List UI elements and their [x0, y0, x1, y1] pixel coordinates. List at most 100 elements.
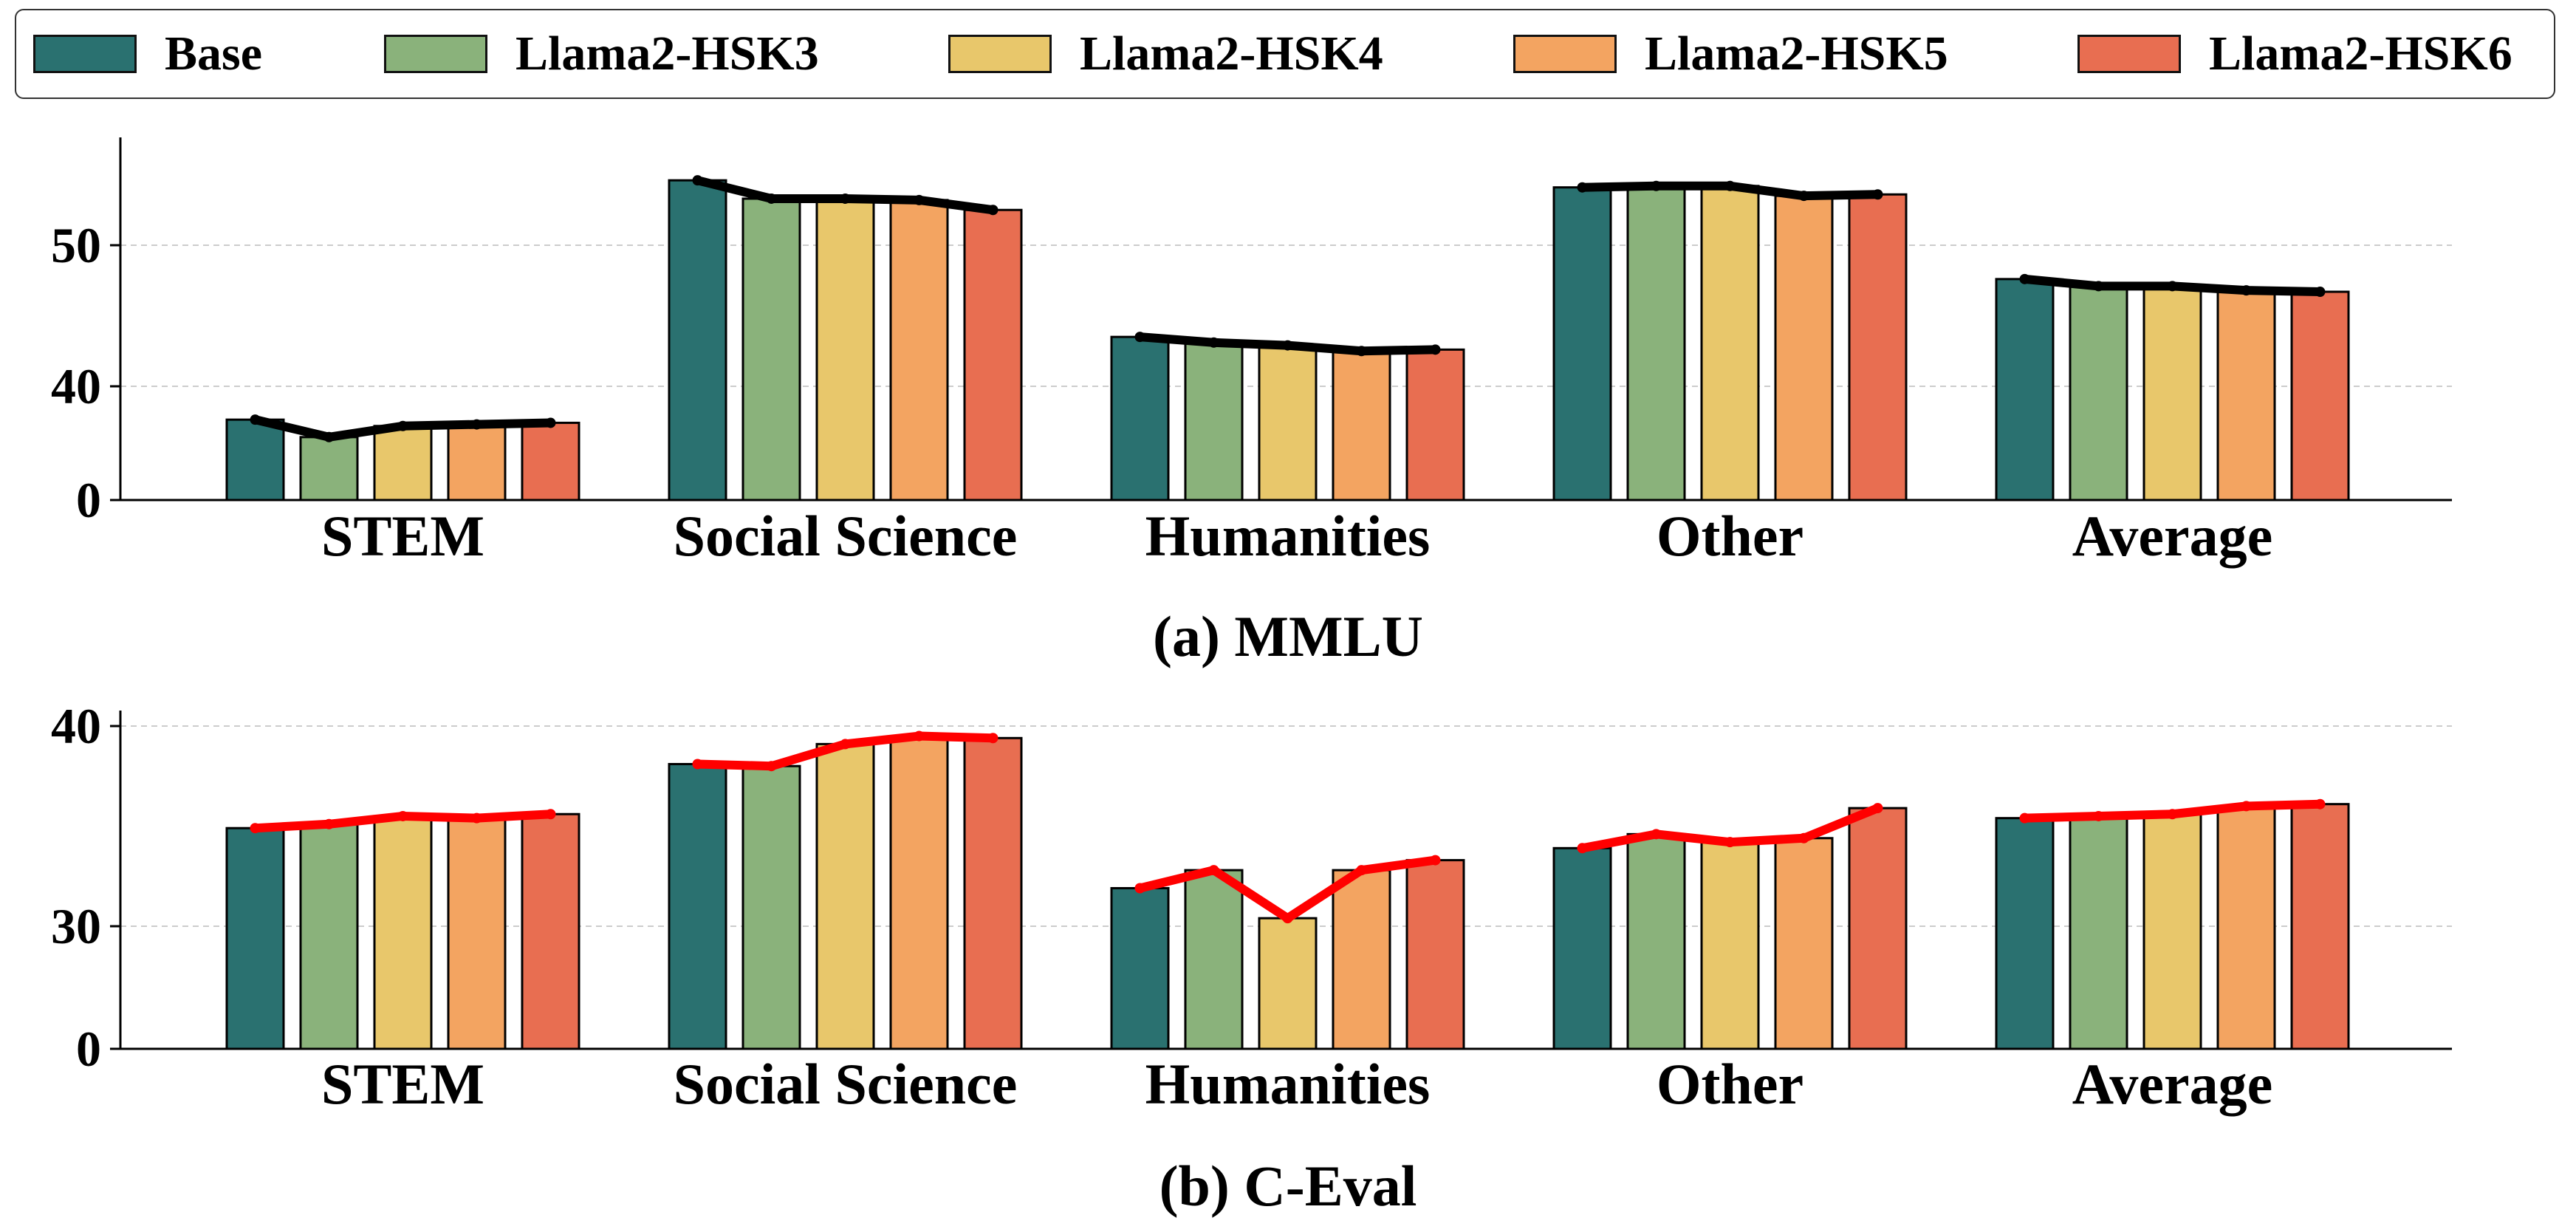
panel-1-point-average-llama2-hsk4 [2167, 281, 2178, 292]
panel-1-point-other-base [1577, 182, 1588, 193]
panel-2-point-humanities-llama2-hsk5 [1356, 865, 1367, 876]
legend-swatch-llama2-hsk6 [2077, 35, 2181, 73]
panel-1-point-other-llama2-hsk6 [1872, 189, 1883, 200]
panel-2-bar-average-llama2-hsk4 [2142, 812, 2202, 1050]
panel-2-bar-social-science-llama2-hsk5 [889, 735, 949, 1050]
legend-swatch-llama2-hsk3 [384, 35, 487, 73]
panel-2-point-stem-base [250, 823, 261, 834]
panel-2-point-humanities-base [1134, 883, 1145, 894]
panel-2-category-label-humanities: Humanities [1145, 1052, 1431, 1116]
panel-1-category-label-average: Average [2072, 504, 2272, 568]
legend-label-llama2-hsk5: Llama2-HSK5 [1645, 27, 1948, 81]
panel-1-bar-social-science-llama2-hsk6 [963, 208, 1023, 502]
legend-label-llama2-hsk3: Llama2-HSK3 [515, 27, 819, 81]
panel-1-bar-humanities-base [1110, 335, 1170, 502]
panel-1-point-humanities-llama2-hsk4 [1282, 340, 1293, 351]
panel-1-bar-humanities-llama2-hsk5 [1332, 349, 1391, 502]
panel-1-point-humanities-llama2-hsk5 [1356, 346, 1367, 357]
panel-2-point-stem-llama2-hsk5 [471, 812, 482, 824]
panel-1-category-label-stem: STEM [321, 504, 484, 568]
panel-1-bar-average-llama2-hsk3 [2069, 284, 2128, 502]
panel-2-bar-other-base [1552, 846, 1612, 1050]
panel-2-point-other-llama2-hsk4 [1724, 837, 1736, 848]
panel-1-category-label-social-science: Social Science [674, 504, 1018, 568]
panel-2-point-stem-llama2-hsk6 [545, 809, 556, 820]
panel-2-point-social-science-llama2-hsk5 [914, 730, 925, 742]
panel-1-bar-social-science-llama2-hsk3 [741, 197, 801, 502]
panel-1-bar-social-science-llama2-hsk4 [815, 197, 875, 502]
panel-1-bar-humanities-llama2-hsk4 [1258, 344, 1318, 502]
panel-2-point-other-base [1577, 843, 1588, 854]
panel-1-point-stem-llama2-hsk3 [323, 431, 335, 442]
panel-1-bar-other-llama2-hsk3 [1626, 185, 1686, 502]
panel-2-point-social-science-llama2-hsk6 [987, 733, 998, 744]
panel-2-bar-stem-llama2-hsk3 [299, 823, 359, 1050]
panel-2-point-social-science-base [692, 759, 703, 770]
panel-1-point-humanities-llama2-hsk3 [1208, 337, 1219, 348]
panel-1-bar-other-base [1552, 186, 1612, 502]
panel-2-bar-average-llama2-hsk6 [2290, 803, 2350, 1050]
panel-1-point-social-science-llama2-hsk5 [914, 194, 925, 205]
panel-1-bar-stem-base [225, 418, 285, 502]
panel-2-point-humanities-llama2-hsk6 [1430, 855, 1441, 866]
panel-2-bar-other-llama2-hsk3 [1626, 832, 1686, 1050]
panel-1-bar-average-llama2-hsk4 [2142, 284, 2202, 502]
panel-2-category-label-other: Other [1657, 1052, 1803, 1116]
panel-1-bar-social-science-llama2-hsk5 [889, 199, 949, 502]
panel-2-point-average-llama2-hsk6 [2315, 798, 2326, 810]
panel-1-point-other-llama2-hsk3 [1651, 180, 1662, 191]
panel-1-point-average-llama2-hsk5 [2241, 285, 2252, 296]
legend-item-llama2-hsk6: Llama2-HSK6 [2077, 10, 2512, 97]
panel-1-point-average-base [2019, 273, 2030, 284]
panel-2-bar-humanities-base [1110, 887, 1170, 1050]
panel-1-bar-stem-llama2-hsk6 [521, 421, 580, 502]
panel-2-point-other-llama2-hsk5 [1798, 832, 1809, 843]
panel-1-point-social-science-llama2-hsk6 [987, 205, 998, 216]
panel-2-point-average-llama2-hsk3 [2093, 810, 2104, 821]
panel-2-title: (b) C-Eval [1159, 1154, 1417, 1218]
panel-2-bar-stem-base [225, 827, 285, 1050]
legend-swatch-llama2-hsk4 [948, 35, 1052, 73]
legend-label-llama2-hsk4: Llama2-HSK4 [1080, 27, 1383, 81]
panel-2-category-label-average: Average [2072, 1052, 2272, 1116]
panel-1-point-other-llama2-hsk4 [1724, 180, 1736, 191]
panel-2-bar-average-llama2-hsk3 [2069, 815, 2128, 1050]
legend-item-base: Base [33, 10, 262, 97]
panel-1-title: (a) MMLU [1153, 604, 1423, 668]
panel-1-point-stem-base [250, 414, 261, 425]
panel-1-bar-stem-llama2-hsk5 [447, 423, 507, 502]
legend: Base Llama2-HSK3 Llama2-HSK4 Llama2-HSK5… [15, 9, 2555, 99]
panel-2-bar-stem-llama2-hsk5 [447, 817, 507, 1050]
panel-1-bar-stem-llama2-hsk3 [299, 436, 359, 502]
panel-2-bar-average-llama2-hsk5 [2216, 804, 2276, 1050]
panel-1-point-stem-llama2-hsk4 [397, 420, 408, 431]
legend-item-llama2-hsk3: Llama2-HSK3 [384, 10, 819, 97]
panel-1-point-humanities-base [1134, 332, 1145, 343]
panel-2-point-social-science-llama2-hsk3 [766, 761, 777, 772]
panel-1-point-social-science-base [692, 175, 703, 186]
legend-swatch-base [33, 35, 137, 73]
panel-2-point-humanities-llama2-hsk3 [1208, 865, 1219, 876]
panel-2-point-social-science-llama2-hsk4 [840, 739, 851, 750]
panel-1-point-other-llama2-hsk5 [1798, 191, 1809, 202]
panel-2-category-label-social-science: Social Science [674, 1052, 1018, 1116]
panel-1-bar-humanities-llama2-hsk3 [1184, 341, 1244, 502]
panel-2-bar-other-llama2-hsk5 [1774, 837, 1834, 1050]
panel-1-bar-average-base [1995, 278, 2055, 502]
panel-2-bar-stem-llama2-hsk6 [521, 812, 580, 1050]
legend-label-base: Base [165, 27, 262, 81]
panel-2-bar-social-science-base [668, 762, 727, 1050]
panel-2-ytick-label-0: 0 [76, 1021, 101, 1077]
panel-1-bar-other-llama2-hsk4 [1700, 185, 1760, 502]
panel-2-ytick-label-40: 40 [51, 698, 101, 754]
panel-2-bar-humanities-llama2-hsk5 [1332, 869, 1391, 1050]
panel-2-bar-humanities-llama2-hsk6 [1405, 859, 1465, 1050]
legend-item-llama2-hsk5: Llama2-HSK5 [1513, 10, 1948, 97]
panel-2-bar-social-science-llama2-hsk3 [741, 764, 801, 1050]
panel-2-point-stem-llama2-hsk4 [397, 810, 408, 821]
panel-1-point-social-science-llama2-hsk4 [840, 193, 851, 204]
panel-2-bar-other-llama2-hsk6 [1848, 807, 1908, 1050]
panel-2-point-other-llama2-hsk6 [1872, 803, 1883, 814]
